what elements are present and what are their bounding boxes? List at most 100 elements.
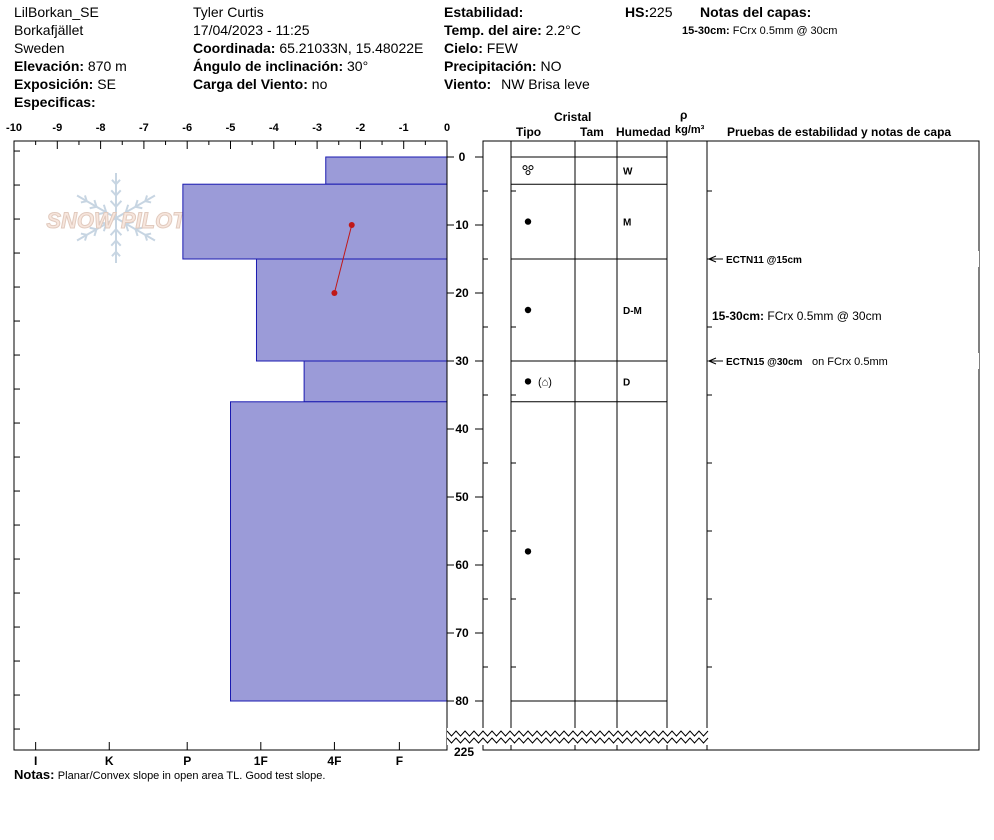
footer-notes: Notas: Planar/Convex slope in open area …: [14, 767, 325, 784]
zigzag-line-0: [446, 730, 709, 737]
depth-label-3: 30: [455, 354, 469, 368]
density-unit: kg/m³: [675, 124, 705, 136]
top-tick-label-7: -3: [312, 122, 322, 134]
hs-value: 225: [649, 4, 673, 20]
airtemp-value: 2.2°C: [545, 22, 581, 38]
aspect-label: Exposición:: [14, 76, 94, 92]
header-layer-note-depth: 15-30cm:: [682, 25, 730, 37]
airtemp-label: Temp. del aire:: [444, 22, 542, 38]
sky-label: Cielo:: [444, 40, 483, 56]
windload-row: Carga del Viento: no: [193, 76, 327, 92]
snowflake-branch-5-1-0: [98, 211, 107, 216]
snowflake-branch-4-2-1: [89, 226, 97, 231]
snowflake-branch-1-3-1: [145, 200, 152, 204]
size-header: Tam: [580, 125, 604, 139]
zigzag-line-1: [446, 737, 709, 744]
snowflake-branch-0-1-1: [115, 200, 123, 208]
notes-text: Planar/Convex slope in open area TL. Goo…: [57, 770, 326, 782]
hardness-label-4: 4F: [327, 754, 341, 768]
top-axis: -10 -9 -8 -7 -6 -5 -4 -3 -2 -1 0: [6, 122, 450, 149]
elevation-label: Elevación:: [14, 58, 85, 74]
snowflake-branch-3-1-0: [115, 228, 123, 236]
tests-header: Pruebas de estabilidad y notas de capa: [727, 125, 952, 139]
snowflake-branch-4-2-0: [93, 228, 98, 237]
hardness-bar-0: [325, 156, 448, 185]
aspect-row: Exposición: SE: [14, 76, 116, 92]
airtemp-row: Temp. del aire: 2.2°C: [444, 22, 581, 38]
windload-label: Carga del Viento:: [193, 76, 308, 92]
layer-grid: [511, 156, 667, 702]
top-tick-label-3: -7: [139, 122, 149, 134]
snowflake-branch-4-1-0: [102, 223, 108, 232]
observation-datetime: 17/04/2023 - 11:25: [193, 22, 310, 38]
header-layer-note: 15-30cm: FCrx 0.5mm @ 30cm: [682, 25, 837, 38]
depth-label-5: 50: [455, 490, 469, 504]
snowflake-branch-1-2-0: [134, 199, 139, 208]
windload-value: no: [311, 76, 328, 92]
grain-symbol-2: [524, 306, 532, 314]
crystal-header: Cristal: [554, 110, 592, 124]
density-symbol: ρ: [680, 108, 688, 122]
depth-label-6: 60: [455, 558, 469, 572]
watermark-text: SNOW PILOT: [46, 208, 187, 233]
notes-label: Notas:: [14, 767, 55, 782]
snowflake-branch-0-3-1: [115, 179, 121, 185]
stability-tests: ECTN11 @15cm ECTN15 @30cm on FCrx 0.5mm: [707, 251, 979, 369]
depth-label-4: 40: [455, 422, 469, 436]
wind-value: NW Brisa leve: [501, 76, 590, 92]
grain-symbol-0-a: [522, 165, 528, 171]
location-name: LilBorkan_SE: [14, 4, 99, 20]
hs-row: HS:225: [625, 4, 672, 20]
slope-row: Ángulo de inclinación: 30°: [193, 58, 368, 74]
test-arrow-0: [708, 255, 723, 263]
hardness-label-2: P: [183, 754, 191, 768]
snowflake-branch-4-1-1: [98, 220, 107, 225]
depth-label-7: 70: [455, 626, 469, 640]
precip-value: NO: [540, 58, 562, 74]
grain-symbol-0-b: [528, 165, 534, 171]
header-layer-note-text: FCrx 0.5mm @ 30cm: [732, 25, 838, 37]
hardness-label-1: K: [105, 754, 114, 768]
snowflake-branch-2-2-0: [135, 226, 143, 231]
observer-name: Tyler Curtis: [193, 4, 264, 20]
depth-break-zigzag: [446, 728, 709, 745]
layer-note-row: 15-30cm: FCrx 0.5mm @ 30cm: [712, 310, 882, 323]
hardness-bar-4: [230, 401, 448, 702]
hardness-bar-2: [255, 258, 448, 362]
coordinates-label: Coordinada:: [193, 40, 276, 56]
snowflake-branch-2-1-1: [124, 223, 130, 232]
snowpilot-watermark: SNOW PILOT: [46, 173, 188, 263]
moisture-label-3: D: [623, 377, 630, 388]
specifics-label: Especificas:: [14, 94, 96, 110]
test-label-bg-1: [724, 353, 979, 369]
snowflake-branch-3-1-1: [109, 228, 117, 236]
type-header: Tipo: [516, 125, 542, 139]
elevation-row: Elevación: 870 m: [14, 58, 127, 74]
grain-symbol-0-c: [525, 170, 531, 176]
top-tick-label-8: -2: [356, 122, 366, 134]
precip-label: Precipitación:: [444, 58, 537, 74]
elevation-value: 870 m: [87, 58, 127, 74]
top-tick-label-6: -4: [269, 122, 280, 134]
hardness-bar-3: [303, 360, 448, 403]
moisture-label-0: W: [623, 167, 633, 178]
depth-label-1: 10: [455, 218, 469, 232]
hardness-bar-1: [182, 183, 448, 260]
test-label-0: ECTN11 @15cm: [726, 255, 802, 266]
hardness-axis: I K P 1F 4F F: [34, 742, 403, 768]
snowflake-icon: [76, 173, 156, 263]
layer-notes-label: Notas del capas:: [700, 4, 812, 20]
hardness-label-5: F: [396, 754, 403, 768]
sky-row: Cielo: FEW: [444, 40, 518, 56]
hs-label: HS:: [625, 4, 650, 20]
snowflake-branch-2-1-0: [125, 220, 134, 225]
top-tick-label-10: 0: [444, 122, 450, 134]
temperature-line: [333, 224, 353, 294]
depth-bottom-label: 225: [454, 745, 474, 759]
snowflake-branch-5-1-1: [102, 204, 108, 213]
grain-symbols: (⌂): [522, 165, 552, 555]
sky-value: FEW: [486, 40, 518, 56]
layer-note-depth: 15-30cm:: [712, 309, 765, 323]
stability-label: Estabilidad:: [444, 4, 524, 20]
